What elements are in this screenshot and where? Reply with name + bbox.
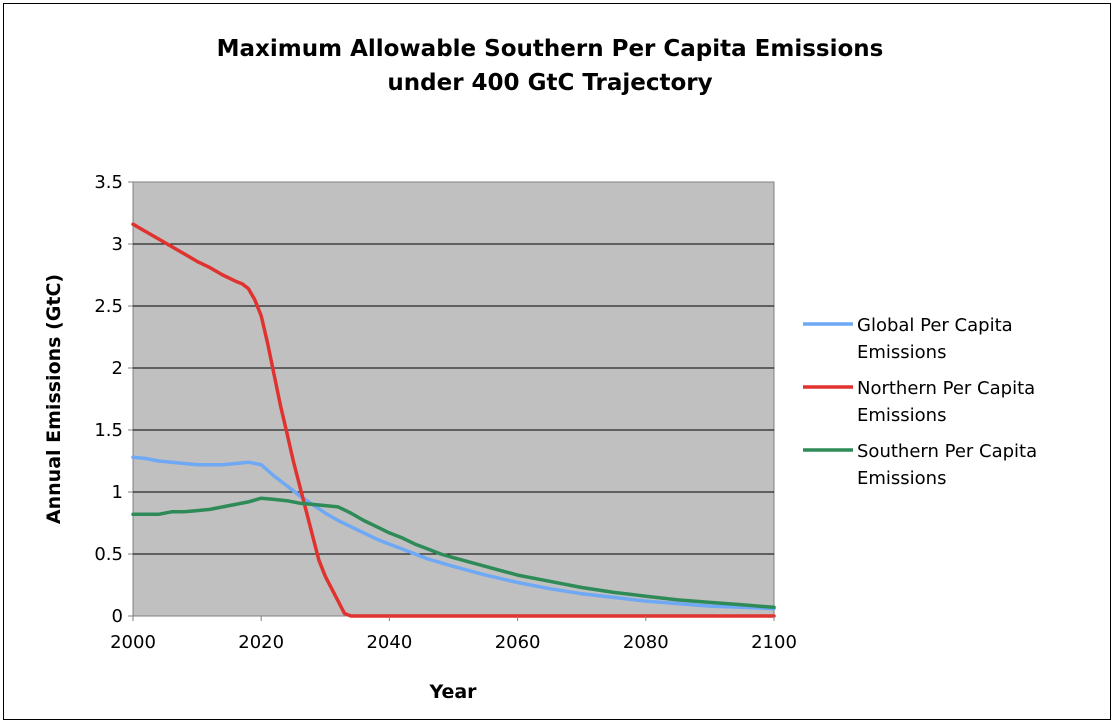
y-tick-label-4: 2	[112, 358, 123, 379]
chart-title: Maximum Allowable Southern Per Capita Em…	[217, 36, 884, 96]
x-tick-label-0: 2000	[110, 632, 156, 653]
y-tick-label-3: 1.5	[94, 420, 123, 441]
chart-title-line-1: Maximum Allowable Southern Per Capita Em…	[217, 36, 884, 62]
y-tick-label-6: 3	[112, 234, 123, 255]
series-lines	[131, 222, 776, 618]
legend-label-1-line-1: Northern Per Capita	[857, 378, 1035, 399]
y-tick-label-5: 2.5	[94, 296, 123, 317]
series-line-1	[131, 222, 776, 618]
x-tick-label-3: 2060	[495, 632, 541, 653]
legend-label-2-line-1: Southern Per Capita	[857, 441, 1037, 462]
legend-label-2-line-2: Emissions	[857, 468, 946, 489]
plot-area	[132, 181, 775, 617]
series-line-2	[131, 496, 776, 610]
x-tick-label-1: 2020	[238, 632, 284, 653]
y-axis-title: Annual Emissions (GtC)	[43, 274, 65, 524]
x-tick-label-5: 2100	[751, 632, 797, 653]
legend-label-1-line-2: Emissions	[857, 405, 946, 426]
gridlines	[133, 243, 774, 555]
series-line-0	[131, 455, 776, 611]
legend-label-0-line-2: Emissions	[857, 342, 946, 363]
legend-label-0-line-1: Global Per Capita	[857, 315, 1013, 336]
x-tick-label-4: 2080	[623, 632, 669, 653]
y-axis-ticks: 0 0.5 1 1.5 2 2.5 3 3.5	[94, 172, 133, 627]
y-tick-label-7: 3.5	[94, 172, 123, 193]
x-axis-ticks: 2000 2020 2040 2060 2080 2100	[110, 616, 797, 653]
x-tick-label-2: 2040	[366, 632, 412, 653]
chart-title-line-2: under 400 GtC Trajectory	[387, 70, 712, 96]
legend: Global Per Capita Emissions Northern Per C…	[803, 315, 1037, 489]
y-tick-label-1: 0.5	[94, 544, 123, 565]
y-tick-label-0: 0	[112, 606, 123, 627]
x-axis-title: Year	[428, 681, 477, 703]
y-tick-label-2: 1	[112, 482, 123, 503]
